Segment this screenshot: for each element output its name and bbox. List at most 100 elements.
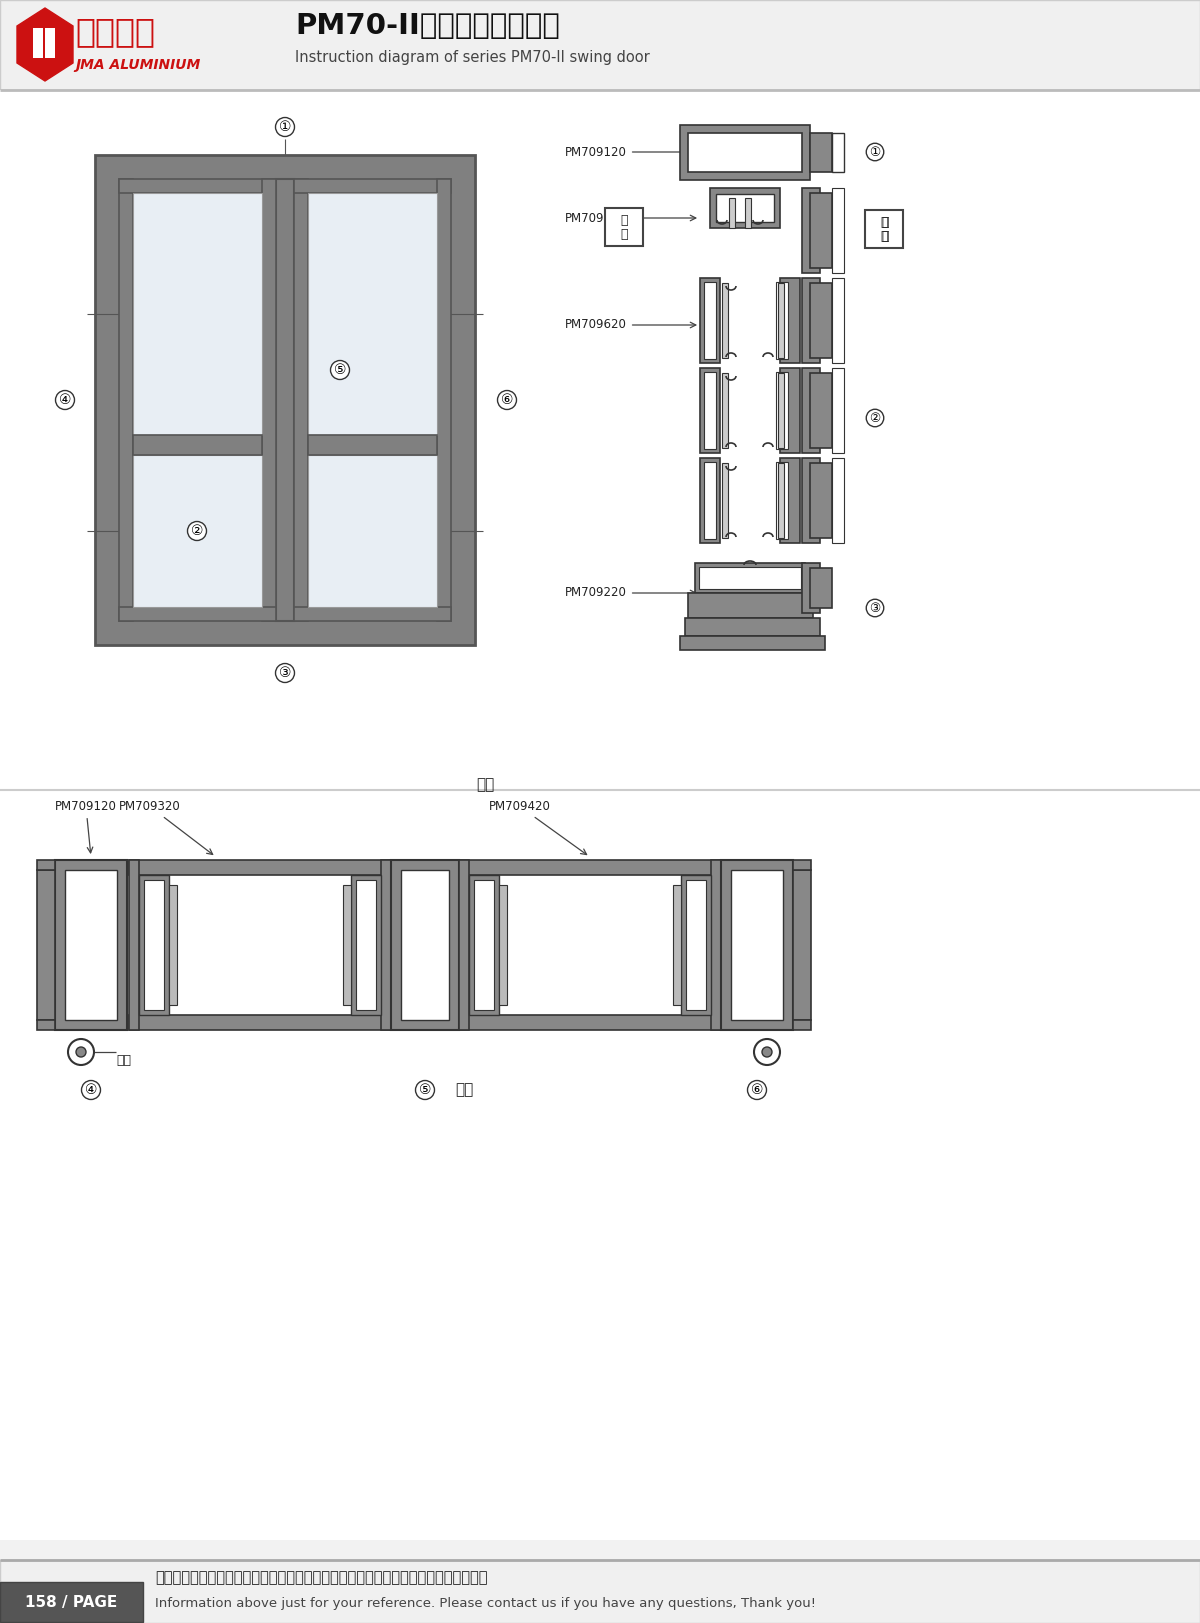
Bar (730, 198, 734, 227)
Bar (745, 198, 751, 227)
Bar (130, 860, 139, 1031)
Text: ④: ④ (59, 393, 71, 407)
Bar (119, 179, 276, 622)
Text: 室
内: 室 内 (620, 214, 628, 240)
Bar (680, 125, 810, 180)
Text: PM709220: PM709220 (565, 586, 696, 599)
Bar (294, 607, 451, 622)
Text: ②: ② (869, 412, 881, 425)
Bar (700, 458, 720, 544)
Bar (722, 463, 728, 537)
Bar (780, 458, 800, 544)
Text: ⑥: ⑥ (500, 393, 514, 407)
Bar (710, 860, 721, 1031)
Circle shape (68, 1039, 94, 1065)
Bar (810, 373, 832, 448)
Bar (37, 870, 55, 1019)
Bar (294, 179, 308, 622)
Bar (731, 870, 784, 1019)
Bar (0, 790, 1200, 1540)
Bar (802, 368, 820, 453)
Bar (294, 179, 451, 193)
Bar (130, 860, 391, 875)
Bar (680, 636, 826, 649)
Bar (139, 875, 169, 1014)
Text: ③: ③ (869, 602, 881, 615)
Bar (356, 880, 376, 1010)
Bar (34, 28, 43, 58)
Bar (673, 885, 682, 1005)
Circle shape (762, 1047, 772, 1057)
Text: 室外: 室外 (455, 1083, 473, 1097)
Polygon shape (17, 8, 73, 81)
Bar (776, 463, 788, 539)
Text: PM709320: PM709320 (119, 800, 212, 854)
Text: ⑥: ⑥ (751, 1083, 763, 1097)
Text: 图中所示型材截面、装配、编号、尺寸及重量仅供参考。如有疑问，请向本公司查询。: 图中所示型材截面、装配、编号、尺寸及重量仅供参考。如有疑问，请向本公司查询。 (155, 1569, 487, 1586)
Bar (793, 870, 811, 1019)
Text: ①: ① (278, 120, 292, 135)
Bar (46, 28, 55, 58)
Text: PM709420: PM709420 (490, 800, 587, 855)
Bar (776, 372, 788, 450)
Bar (499, 885, 508, 1005)
Bar (401, 870, 449, 1019)
Bar (722, 373, 728, 448)
Bar (776, 282, 788, 359)
Text: JMA ALUMINIUM: JMA ALUMINIUM (74, 58, 200, 71)
Bar (802, 563, 820, 613)
Circle shape (76, 1047, 86, 1057)
Bar (832, 133, 844, 172)
Bar (458, 860, 469, 1031)
Bar (802, 458, 820, 544)
Bar (810, 568, 832, 609)
Text: 坚美铝业: 坚美铝业 (74, 15, 155, 49)
Bar (793, 1019, 811, 1031)
Bar (119, 179, 276, 193)
Text: 室
外: 室 外 (881, 216, 888, 242)
Bar (685, 618, 820, 636)
Bar (0, 1582, 143, 1621)
Bar (0, 1560, 1200, 1623)
Text: ④: ④ (85, 1083, 97, 1097)
Bar (437, 179, 451, 622)
Bar (778, 282, 784, 359)
Bar (276, 179, 294, 622)
Bar (780, 368, 800, 453)
Bar (382, 860, 391, 1031)
Bar (695, 563, 805, 592)
Bar (133, 454, 262, 607)
Bar (810, 463, 832, 537)
Text: PM709120: PM709120 (565, 146, 691, 159)
Bar (294, 179, 451, 622)
Bar (793, 860, 811, 870)
Bar (700, 278, 720, 364)
Text: ②: ② (191, 524, 203, 537)
Bar (716, 195, 774, 222)
Bar (721, 860, 793, 1031)
Text: 158 / PAGE: 158 / PAGE (25, 1594, 118, 1610)
Bar (95, 156, 475, 644)
Bar (688, 592, 814, 618)
Bar (832, 278, 844, 364)
Text: Instruction diagram of series PM70-II swing door: Instruction diagram of series PM70-II sw… (295, 50, 649, 65)
Bar (802, 278, 820, 364)
Bar (810, 282, 832, 359)
Bar (65, 870, 118, 1019)
Bar (700, 368, 720, 453)
Bar (308, 193, 437, 435)
Text: ⑤: ⑤ (334, 364, 347, 377)
Text: PM709620: PM709620 (565, 318, 696, 331)
Bar (0, 0, 1200, 89)
Bar (308, 435, 437, 454)
Bar (810, 193, 832, 268)
Bar (832, 458, 844, 544)
Bar (391, 860, 458, 1031)
Bar (688, 133, 802, 172)
Bar (722, 282, 728, 359)
Bar (686, 880, 706, 1010)
Bar (865, 209, 904, 248)
Bar (308, 454, 437, 607)
Bar (704, 372, 716, 450)
Bar (780, 278, 800, 364)
